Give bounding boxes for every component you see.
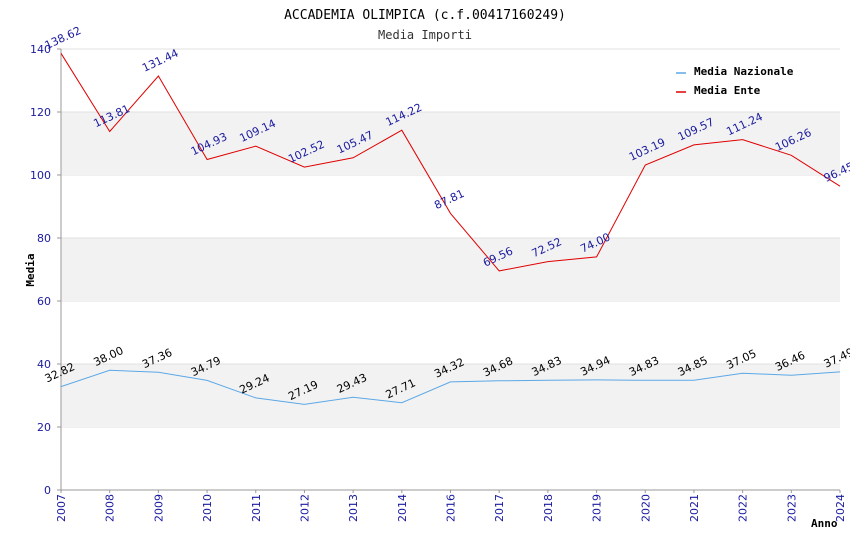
x-tick-label: 2010 [201, 494, 214, 522]
y-tick-label: 120 [30, 106, 51, 119]
grid-band [61, 364, 840, 427]
grid-band [61, 238, 840, 301]
y-tick-label: 60 [37, 295, 51, 308]
x-tick-label: 2011 [250, 494, 263, 522]
grid-band [61, 112, 840, 175]
y-tick-labels: 0 20 40 60 80 100 120 140 [30, 43, 61, 497]
data-label: 131.44 [140, 47, 180, 75]
series-lines [60, 53, 841, 405]
y-tick-label: 100 [30, 169, 51, 182]
y-tick-label: 80 [37, 232, 51, 245]
x-axis-label: Anno [811, 517, 838, 530]
x-tick-label: 2012 [298, 494, 311, 522]
x-tick-label: 2019 [591, 494, 604, 522]
chart-title: ACCADEMIA OLIMPICA (c.f.00417160249) [284, 8, 566, 23]
y-tick-label: 0 [44, 484, 51, 497]
legend-label-media-ente: Media Ente [694, 84, 761, 97]
x-tick-labels: 2007 2008 2009 2010 2011 2012 2013 2014 2016 2017… [55, 490, 847, 522]
series-line-media-nazionale [60, 369, 841, 405]
chart-subtitle: Media Importi [378, 28, 472, 42]
x-tick-label: 2020 [639, 494, 652, 522]
x-tick-label: 2007 [55, 494, 68, 522]
data-label: 138.62 [43, 24, 83, 52]
x-tick-label: 2009 [152, 494, 165, 522]
y-axis-label: Media [24, 253, 37, 286]
x-tick-label: 2022 [737, 494, 750, 522]
y-tick-label: 40 [37, 358, 51, 371]
x-tick-label: 2021 [688, 494, 701, 522]
x-tick-label: 2017 [493, 494, 506, 522]
x-tick-label: 2018 [542, 494, 555, 522]
legend: Media Nazionale Media Ente [676, 65, 794, 97]
x-tick-label: 2024 [834, 494, 847, 522]
x-tick-label: 2013 [347, 494, 360, 522]
x-tick-label: 2014 [396, 494, 409, 522]
x-tick-label: 2023 [785, 494, 798, 522]
x-tick-label: 2016 [445, 494, 458, 522]
series-line-media-ente [60, 53, 841, 272]
x-tick-label: 2008 [104, 494, 117, 522]
y-tick-label: 140 [30, 43, 51, 56]
y-tick-label: 20 [37, 421, 51, 434]
legend-label-media-nazionale: Media Nazionale [694, 65, 794, 78]
